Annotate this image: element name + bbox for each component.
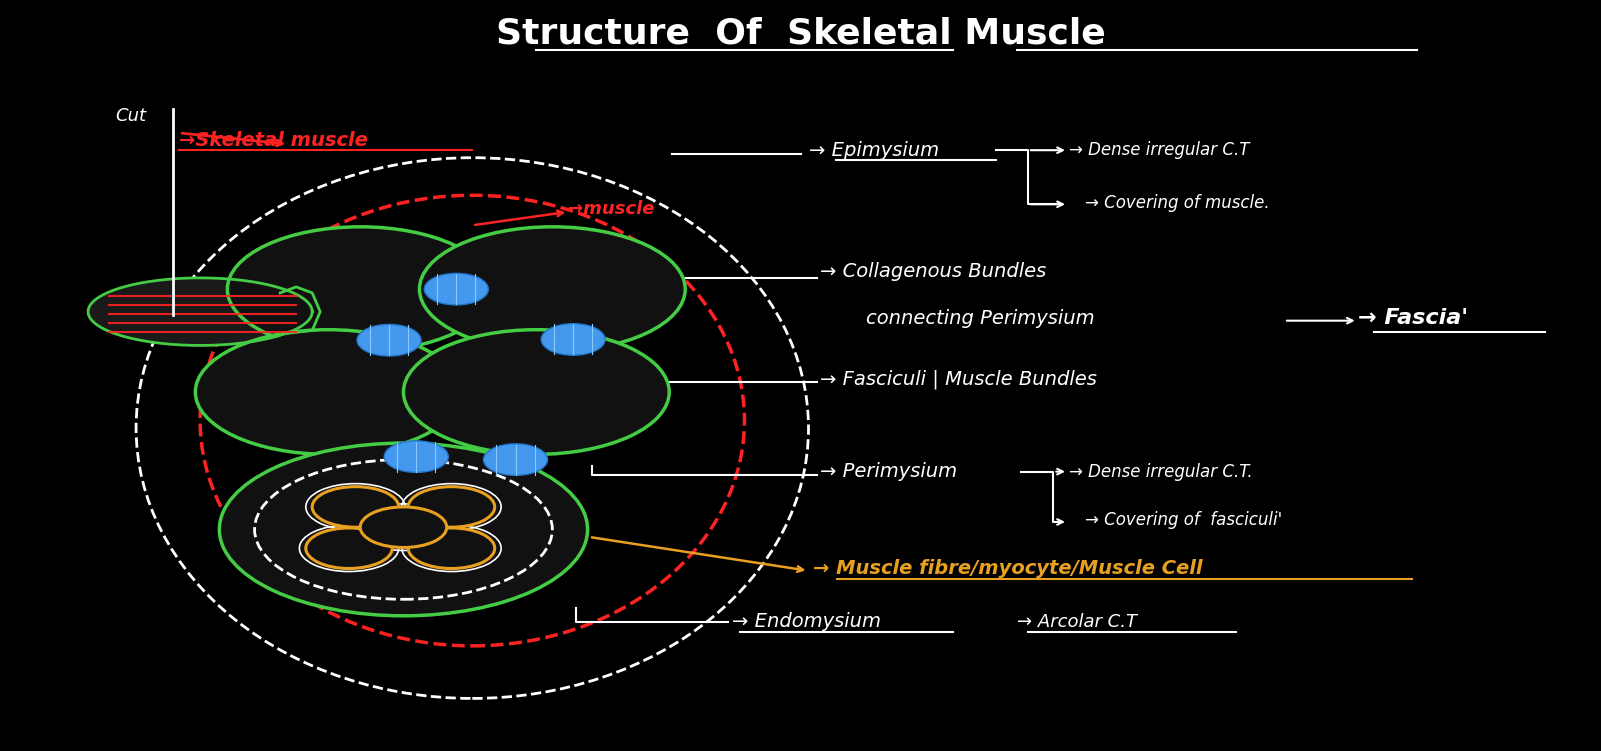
Polygon shape xyxy=(88,278,312,345)
Text: → Epimysium: → Epimysium xyxy=(809,140,938,160)
Circle shape xyxy=(408,487,495,527)
Text: → Fasciculi | Muscle Bundles: → Fasciculi | Muscle Bundles xyxy=(820,369,1097,389)
Text: → Covering of muscle.: → Covering of muscle. xyxy=(1085,194,1270,212)
Ellipse shape xyxy=(541,324,605,355)
Circle shape xyxy=(227,227,493,351)
Circle shape xyxy=(195,330,461,454)
Circle shape xyxy=(408,528,495,569)
Circle shape xyxy=(312,487,399,527)
Circle shape xyxy=(306,528,392,569)
Circle shape xyxy=(419,227,685,351)
Text: connecting Perimysium: connecting Perimysium xyxy=(841,309,1093,328)
Ellipse shape xyxy=(424,273,488,305)
Text: → Fascia': → Fascia' xyxy=(1358,309,1468,328)
Ellipse shape xyxy=(484,444,548,475)
Text: → Arcolar C.T: → Arcolar C.T xyxy=(1017,613,1137,631)
Text: → Collagenous Bundles: → Collagenous Bundles xyxy=(820,262,1045,282)
Text: → Muscle fibre/myocyte/Muscle Cell: → Muscle fibre/myocyte/Muscle Cell xyxy=(813,559,1202,578)
Circle shape xyxy=(403,330,669,454)
Text: → Covering of  fasciculi': → Covering of fasciculi' xyxy=(1085,511,1282,529)
Ellipse shape xyxy=(357,324,421,356)
Text: Cut: Cut xyxy=(115,107,146,125)
Text: →muscle: →muscle xyxy=(568,200,655,218)
Text: → Perimysium: → Perimysium xyxy=(820,462,957,481)
Ellipse shape xyxy=(384,441,448,472)
Text: → Endomysium: → Endomysium xyxy=(732,612,881,632)
Text: →Skeletal muscle: →Skeletal muscle xyxy=(179,131,368,150)
Text: → Dense irregular C.T.: → Dense irregular C.T. xyxy=(1069,463,1254,481)
Text: Structure  Of  Skeletal Muscle: Structure Of Skeletal Muscle xyxy=(496,17,1105,51)
Circle shape xyxy=(360,507,447,547)
Text: → Dense irregular C.T: → Dense irregular C.T xyxy=(1069,141,1250,159)
Circle shape xyxy=(219,443,588,616)
